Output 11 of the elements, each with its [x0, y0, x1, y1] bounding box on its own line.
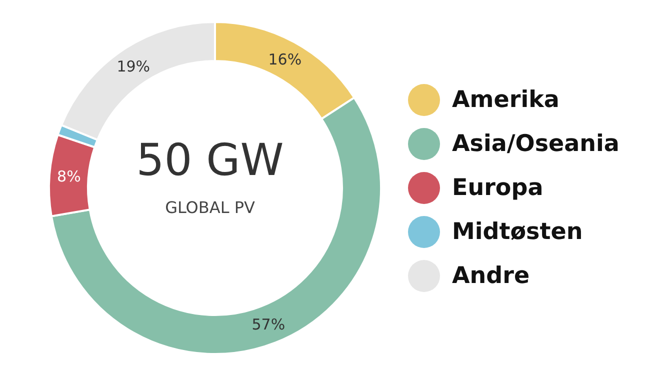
data-label: 57% [252, 315, 286, 334]
legend-label: Midtøsten [452, 219, 583, 245]
text: GLOBAL PV [165, 198, 255, 217]
data-label: 16% [268, 50, 302, 68]
text: 50 GW [136, 135, 284, 186]
data-label: 19% [116, 57, 150, 76]
legend-label: Europa [452, 175, 544, 201]
legend-label: Amerika [452, 87, 560, 113]
legend-label: Andre [452, 263, 530, 289]
data-label: 8% [57, 168, 81, 186]
legend-label: Asia/Oseania [452, 131, 620, 157]
